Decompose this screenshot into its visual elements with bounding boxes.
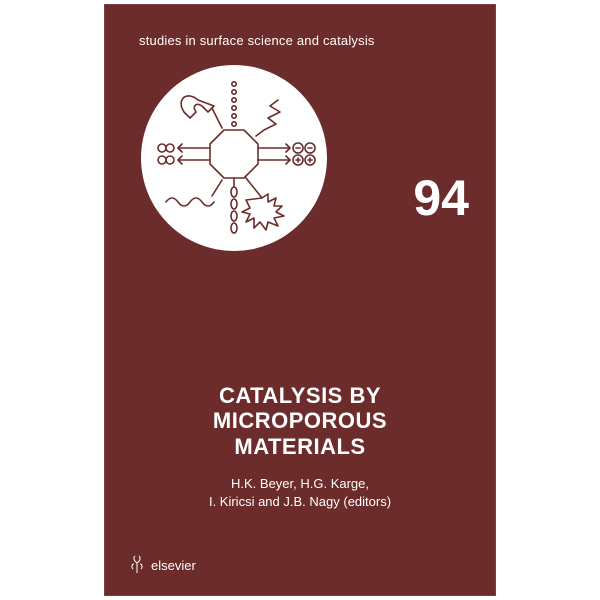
diagram-svg [146, 70, 322, 246]
publisher: elsevier [129, 555, 196, 575]
editors-line-1: H.K. Beyer, H.G. Karge, [105, 475, 495, 493]
cover-diagram [141, 65, 327, 251]
title-line-2: MICROPOROUS [105, 408, 495, 433]
book-title: CATALYSIS BY MICROPOROUS MATERIALS [105, 383, 495, 459]
title-line-1: CATALYSIS BY [105, 383, 495, 408]
editors-suffix: (editors) [343, 494, 391, 509]
publisher-logo-icon [129, 555, 145, 575]
page: studies in surface science and catalysis [0, 0, 600, 600]
editors-names-2: I. Kiricsi and J.B. Nagy [209, 494, 340, 509]
title-line-3: MATERIALS [105, 434, 495, 459]
publisher-name: elsevier [151, 558, 196, 573]
book-cover: studies in surface science and catalysis [104, 4, 496, 596]
editors: H.K. Beyer, H.G. Karge, I. Kiricsi and J… [105, 475, 495, 510]
editors-line-2: I. Kiricsi and J.B. Nagy (editors) [105, 493, 495, 511]
series-title: studies in surface science and catalysis [139, 33, 375, 48]
volume-number: 94 [413, 173, 469, 223]
